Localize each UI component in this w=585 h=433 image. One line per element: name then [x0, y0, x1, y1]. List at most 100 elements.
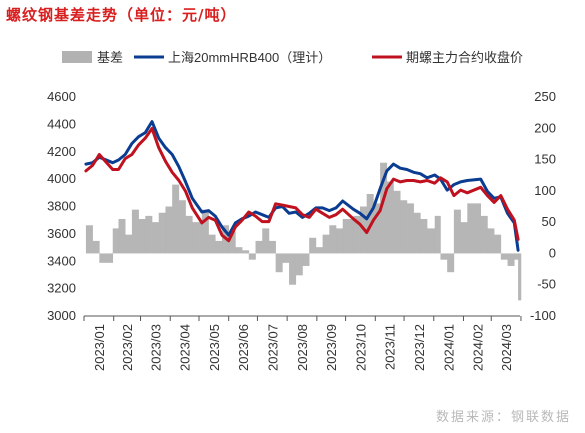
legend-swatch-basis	[62, 51, 92, 63]
basis-area-bar	[255, 240, 263, 254]
y-left-tick-label: 3400	[47, 253, 76, 268]
basis-area-bar	[242, 250, 250, 254]
basis-area-bar	[507, 253, 515, 266]
basis-area-bar	[112, 228, 119, 254]
basis-area-bar	[336, 228, 344, 254]
x-tick-label: 2023/04	[178, 324, 193, 371]
basis-area-bar	[380, 162, 388, 254]
y-right-tick-label: 0	[549, 245, 556, 260]
basis-area-bar	[342, 219, 354, 254]
basis-area-bar	[373, 203, 381, 254]
axes-layer: 3000 3200 3400 3600 3800 4000 4200 4400 4600 -100…	[47, 89, 556, 371]
spot-price-line	[84, 120, 520, 252]
legend-label-basis: 基差	[97, 50, 123, 65]
y-left-tick-label: 3600	[47, 226, 76, 241]
basis-area-bar	[262, 228, 270, 254]
y-right-tick-label: 150	[534, 152, 556, 167]
basis-area-bar	[460, 222, 468, 254]
basis-area-bar	[215, 240, 223, 254]
y-left-tick-label: 3200	[47, 281, 76, 296]
basis-area-bar	[386, 181, 394, 254]
x-tick-label: 2023/02	[120, 324, 135, 371]
x-tick-label: 2023/01	[92, 324, 107, 371]
basis-area-bar	[309, 237, 317, 254]
basis-area-bar	[413, 212, 421, 254]
y-left-tick-label: 4400	[47, 116, 76, 131]
basis-area-bar	[467, 203, 482, 254]
basis-area-bar	[406, 203, 414, 254]
y-left-tick-label: 4600	[47, 89, 76, 104]
basis-area-bar	[125, 234, 133, 254]
basis-area-bar	[453, 209, 461, 254]
basis-area-bar	[400, 200, 408, 254]
y-right-tick-label: -100	[530, 308, 556, 323]
basis-area-bar	[289, 253, 297, 285]
basis-area-bar	[480, 215, 488, 254]
basis-area-bar	[275, 253, 283, 273]
basis-area-bar	[494, 234, 502, 254]
legend-label-spot: 上海20mmHRB400（理计）	[168, 50, 331, 65]
basis-area-bar	[235, 247, 243, 254]
y-left-tick-label: 4000	[47, 171, 76, 186]
y-right-tick-label: 100	[534, 183, 556, 198]
y-left-tick-label: 3800	[47, 199, 76, 214]
price-lines-layer	[84, 120, 520, 252]
x-tick-label: 2023/08	[295, 324, 310, 371]
y-left-tick-label: 3000	[47, 308, 76, 323]
x-tick-label: 2023/07	[265, 324, 280, 371]
x-tick-label: 2023/03	[148, 324, 163, 371]
legend-label-futures: 期螺主力合约收盘价	[406, 50, 523, 65]
y-right-tick-label: -50	[537, 277, 556, 292]
x-tick-label: 2024/03	[499, 324, 514, 371]
x-tick-label: 2024/02	[470, 324, 485, 371]
basis-area-bar	[315, 247, 323, 254]
chart-title: 螺纹钢基差走势（单位：元/吨）	[6, 6, 237, 24]
y-left-tick-label: 4200	[47, 144, 76, 159]
basis-area-bar	[440, 253, 448, 260]
x-tick-label: 2023/09	[324, 324, 339, 371]
basis-area-bar	[434, 215, 441, 254]
basis-area-bar	[329, 225, 337, 254]
basis-area-bar	[420, 219, 428, 254]
basis-area-bar	[487, 228, 495, 254]
basis-area-bar	[322, 234, 330, 254]
basis-area-bar	[192, 222, 203, 254]
chart-legend: 基差 上海20mmHRB400（理计） 期螺主力合约收盘价	[62, 50, 523, 65]
y-right-tick-label: 250	[534, 89, 556, 104]
basis-area-bar	[152, 222, 160, 254]
basis-area-bar	[282, 253, 290, 263]
basis-area-bar	[158, 212, 166, 254]
x-tick-label: 2024/01	[442, 324, 457, 371]
futures-price-line	[84, 127, 520, 243]
basis-area-bar	[427, 228, 436, 254]
basis-area-bar	[165, 206, 173, 254]
basis-area-bar	[85, 225, 93, 254]
y-right-tick-label: 50	[542, 214, 556, 229]
basis-area-bar	[118, 219, 126, 254]
basis-area-bar	[145, 215, 153, 254]
basis-area-bar	[131, 209, 139, 254]
x-tick-label: 2023/12	[412, 324, 427, 371]
x-tick-label: 2023/05	[207, 324, 222, 371]
basis-area-bar	[268, 240, 276, 254]
basis-area-bar	[201, 209, 209, 254]
basis-area-bar	[178, 200, 186, 254]
basis-area-bar	[500, 253, 508, 260]
basis-area-bar	[208, 234, 216, 254]
basis-area-bar	[514, 253, 519, 260]
basis-area-bar	[138, 219, 146, 254]
x-tick-label: 2023/10	[353, 324, 368, 371]
basis-area-bar	[295, 253, 303, 276]
basis-area-bar	[185, 215, 193, 254]
basis-area-bar	[92, 240, 100, 254]
basis-area-bar	[393, 190, 401, 254]
y-right-tick-label: 200	[534, 120, 556, 135]
data-source-note: 数据来源：钢联数据	[435, 410, 571, 425]
x-tick-label: 2023/11	[383, 324, 398, 370]
basis-area-bar	[99, 253, 114, 263]
basis-area-bar	[518, 253, 522, 301]
basis-area-bar	[248, 253, 256, 260]
basis-area-bar	[447, 253, 455, 273]
basis-area-bar	[172, 184, 180, 254]
